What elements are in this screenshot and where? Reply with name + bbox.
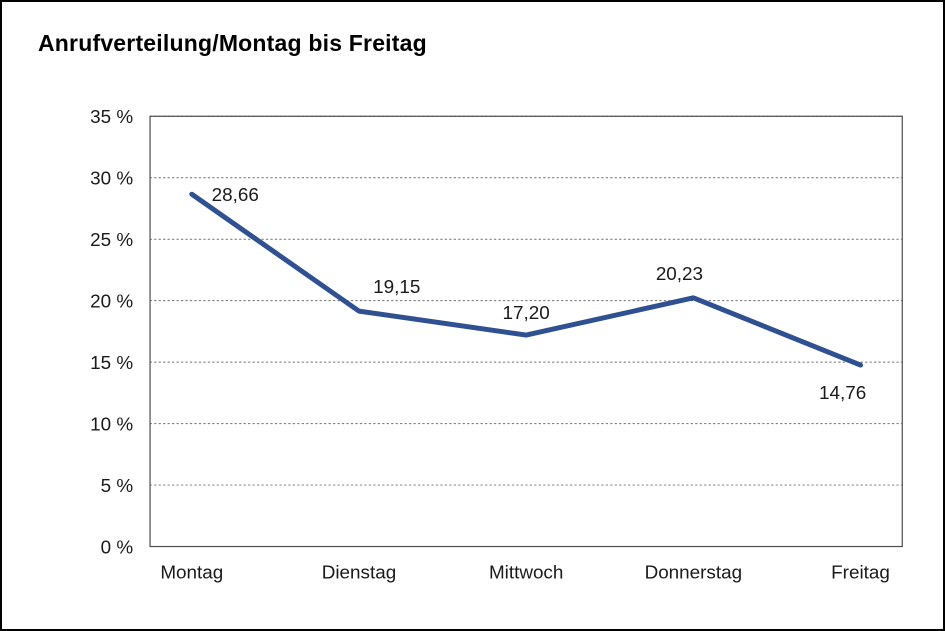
y-axis-tick-label: 15 %: [90, 352, 133, 373]
x-axis-category-label: Montag: [160, 561, 223, 582]
y-axis-tick-label: 20 %: [90, 291, 133, 312]
x-axis-category-label: Freitag: [831, 561, 890, 582]
x-axis-category-label: Mittwoch: [489, 561, 563, 582]
plot-area-border: [149, 115, 903, 548]
x-axis-category-label: Donnerstag: [645, 561, 743, 582]
y-axis-tick-label: 35 %: [90, 106, 133, 127]
chart-title: Anrufverteilung/Montag bis Freitag: [38, 30, 427, 56]
data-point-label: 20,23: [656, 263, 703, 284]
data-point-label: 17,20: [503, 302, 550, 323]
data-point-label: 19,15: [373, 276, 420, 297]
y-axis-tick-label: 0 %: [101, 536, 134, 557]
series-line: [189, 191, 864, 368]
y-axis-tick-label: 25 %: [90, 229, 133, 250]
data-point-label: 28,66: [212, 184, 259, 205]
data-point-label: 14,76: [819, 382, 866, 403]
y-axis-tick-label: 30 %: [90, 168, 133, 189]
y-axis-tick-label: 10 %: [90, 414, 133, 435]
x-axis-category-label: Dienstag: [322, 561, 396, 582]
y-axis-tick-label: 5 %: [101, 475, 134, 496]
